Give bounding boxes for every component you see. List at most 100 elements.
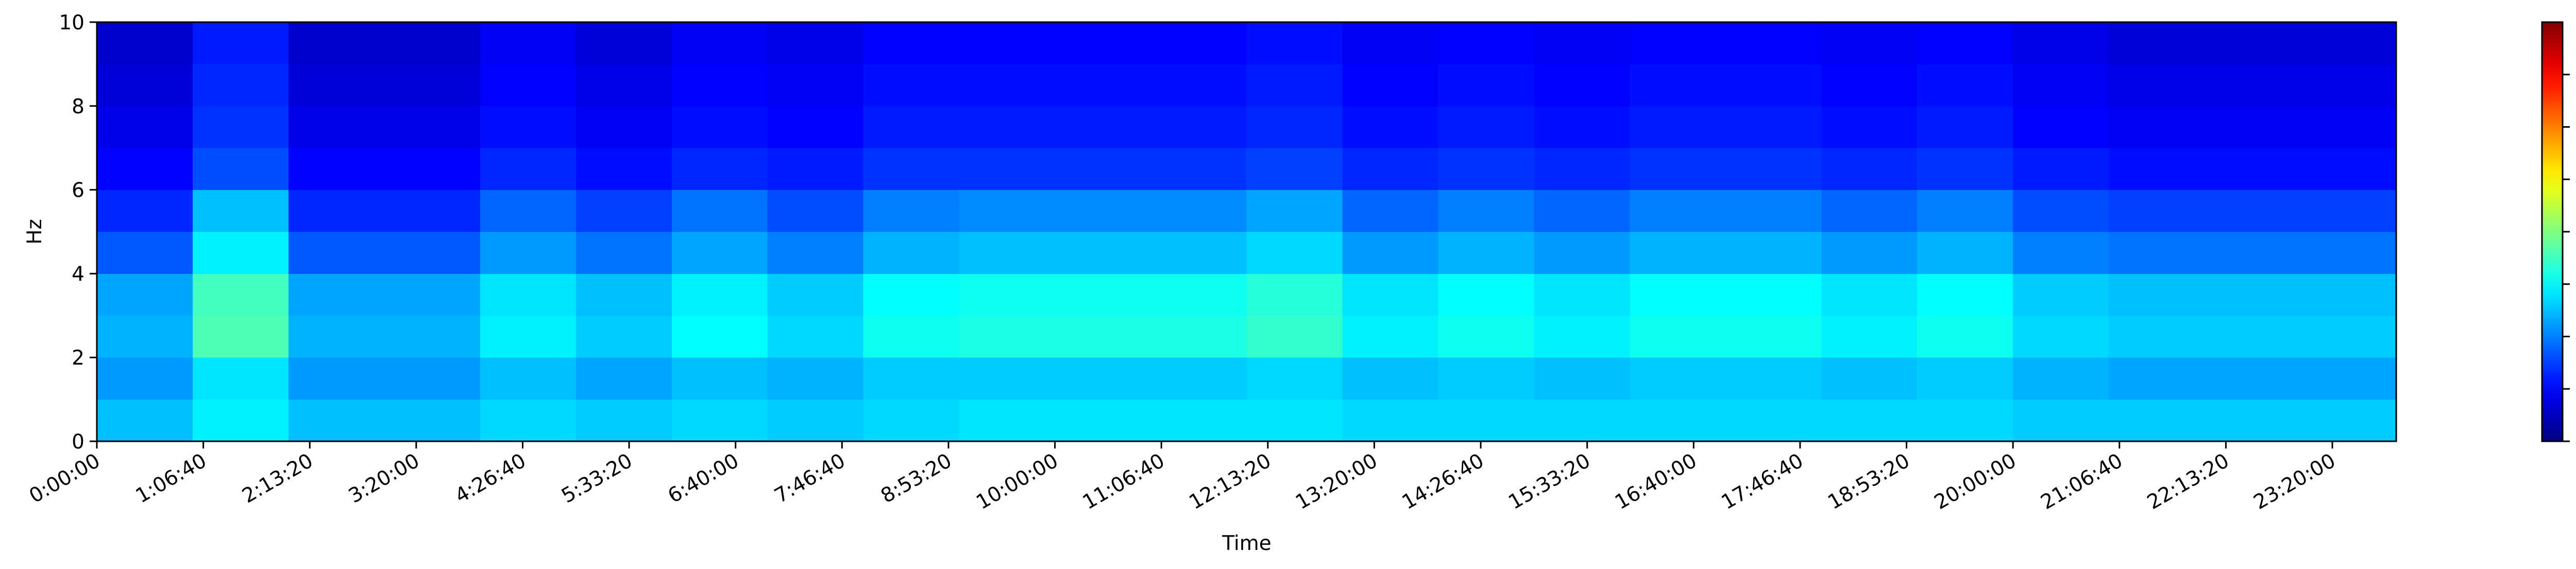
spectrogram-cell [1246,273,1343,316]
spectrogram-cell [575,148,672,191]
spectrogram-cell [767,315,864,358]
spectrogram-cell [1246,399,1343,442]
spectrogram-cell [480,399,577,442]
spectrogram-cell [2300,232,2397,274]
spectrogram-cell [1821,232,1918,274]
spectrogram-cell [288,315,385,358]
spectrogram-cell [2109,148,2205,191]
spectrogram-cell [1055,22,1151,64]
spectrogram-cell [288,106,385,148]
spectrogram-cell [671,106,768,148]
spectrogram-cell [1342,189,1438,232]
spectrogram-cell [2013,399,2109,442]
colorbar-tick-label: -70 dB [2575,378,2576,401]
spectrogram-cell [671,22,768,64]
spectrogram-cell [767,189,864,232]
spectrogram-cell [480,106,577,148]
spectrogram-cell [1534,106,1630,148]
x-tick-label: 4:26:40 [451,449,530,508]
spectrogram-cell [863,315,960,358]
spectrogram-cell [1055,273,1151,316]
spectrogram-cell [863,357,960,400]
spectrogram-cell [2300,189,2397,232]
spectrogram-cell [671,64,768,107]
spectrogram-cell [575,399,672,442]
spectrogram-cell [1821,148,1918,191]
spectrogram-cell [1917,273,2013,316]
spectrogram-cell [1438,232,1534,274]
spectrogram-cell [1725,189,1822,232]
spectrogram-cell [288,399,385,442]
y-tick-label: 10 [59,11,84,35]
spectrogram-cell [2109,315,2205,358]
spectrogram-cell [1055,315,1151,358]
x-tick-label: 13:20:00 [1292,449,1381,514]
x-tick-label: 7:46:40 [771,449,850,508]
spectrogram-cell [959,189,1056,232]
spectrogram-cell [2109,106,2205,148]
spectrogram-cell [2205,357,2301,400]
spectrogram-cell [1917,106,2013,148]
spectrogram-cell [1055,64,1151,107]
spectrogram-cell [1725,22,1822,64]
y-tick-label: 4 [72,263,84,286]
x-tick-label: 8:53:20 [877,449,956,508]
spectrogram-cell [1055,106,1151,148]
spectrogram-cell [2109,189,2205,232]
spectrogram-cell [2013,22,2109,64]
spectrogram-cell [1917,189,2013,232]
y-tick-label: 8 [72,95,84,118]
x-tick-label: 3:20:00 [345,449,423,508]
x-axis-label: Time [1222,532,1271,555]
spectrogram-cell [863,189,960,232]
spectrogram-cell [671,148,768,191]
spectrogram-cell [1821,273,1918,316]
spectrogram-cell [192,232,289,274]
x-tick-label: 15:33:20 [1504,449,1594,514]
x-tick-label: 11:06:40 [1079,449,1168,514]
spectrogram-cell [1630,64,1726,107]
spectrogram-cell [1725,315,1822,358]
spectrogram-cell [2109,232,2205,274]
colorbar-tick-label: -30 dB [2575,168,2576,192]
spectrogram-cell [863,273,960,316]
colorbar-tick-label: -80 dB [2575,430,2576,454]
spectrogram-cell [1630,22,1726,64]
spectrogram-cell [288,148,385,191]
x-tick-label: 12:13:20 [1185,449,1275,514]
spectrogram-cell [2205,64,2301,107]
spectrogram-cell [2013,357,2109,400]
spectrogram-cell [1725,64,1822,107]
spectrogram-cell [192,273,289,316]
spectrogram-cell [959,357,1056,400]
spectrogram-cell [2109,273,2205,316]
spectrogram-cell [1150,22,1247,64]
spectrogram-cell [1821,315,1918,358]
spectrogram-cell [1438,106,1534,148]
spectrogram-cell [97,357,193,400]
spectrogram-cell [97,148,193,191]
spectrogram-cell [1438,148,1534,191]
spectrogram-cell [1150,64,1247,107]
spectrogram-cell [1725,399,1822,442]
y-tick-label: 0 [72,430,84,454]
spectrogram-cell [2205,232,2301,274]
colorbar-tick-label: -40 dB [2575,221,2576,244]
spectrogram-cell [767,357,864,400]
spectrogram-cell [1725,232,1822,274]
spectrogram-cell [2109,22,2205,64]
spectrogram-cell [1055,399,1151,442]
spectrogram-cell [1150,189,1247,232]
spectrogram-cell [959,148,1056,191]
spectrogram-cell [2013,189,2109,232]
spectrogram-cell [192,22,289,64]
spectrogram-cell [192,399,289,442]
colorbar-tick-label: -10 dB [2575,64,2576,87]
spectrogram-cell [1246,22,1343,64]
spectrogram-cell [2013,106,2109,148]
spectrogram-cell [1150,357,1247,400]
spectrogram-cell [1917,315,2013,358]
spectrogram-cell [480,189,577,232]
spectrogram-cell [767,106,864,148]
